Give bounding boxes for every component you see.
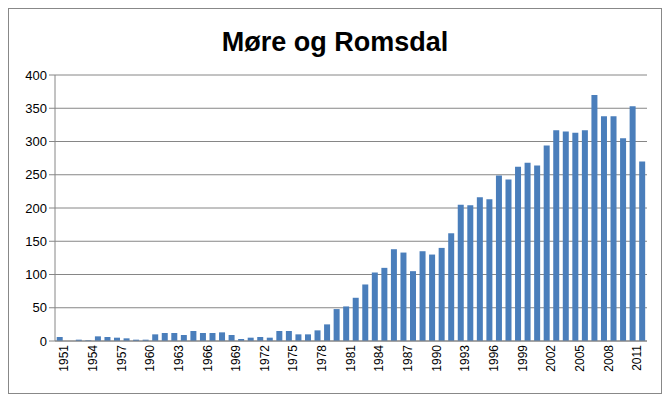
svg-text:2008: 2008 — [602, 345, 616, 372]
svg-text:2005: 2005 — [573, 345, 587, 372]
svg-text:1984: 1984 — [372, 345, 386, 372]
svg-text:400: 400 — [25, 69, 47, 83]
svg-text:1978: 1978 — [315, 345, 329, 372]
svg-text:200: 200 — [25, 201, 47, 216]
svg-text:350: 350 — [25, 101, 47, 116]
svg-text:1996: 1996 — [487, 345, 501, 372]
svg-text:150: 150 — [25, 234, 47, 249]
svg-text:1972: 1972 — [258, 345, 272, 372]
svg-text:250: 250 — [25, 167, 47, 182]
svg-text:100: 100 — [25, 267, 47, 282]
html-text:Møre og Romsdal: Møre og Romsdal — [221, 27, 449, 57]
svg-text:1957: 1957 — [115, 345, 129, 372]
svg-text:1990: 1990 — [430, 345, 444, 372]
svg-text:1993: 1993 — [458, 345, 472, 372]
svg-text:50: 50 — [33, 300, 47, 315]
svg-text:1954: 1954 — [86, 345, 100, 372]
svg-text:2002: 2002 — [544, 345, 558, 372]
svg-text:1951: 1951 — [57, 345, 71, 372]
svg-text:1981: 1981 — [344, 345, 358, 372]
svg-text:0: 0 — [40, 334, 47, 349]
svg-text:1987: 1987 — [401, 345, 415, 372]
svg-text:2011: 2011 — [630, 345, 644, 371]
svg-text:1999: 1999 — [516, 345, 530, 372]
svg-text:1960: 1960 — [143, 345, 157, 372]
svg-text:1966: 1966 — [201, 345, 215, 372]
svg-text:1963: 1963 — [172, 345, 186, 372]
svg-text:1975: 1975 — [286, 345, 300, 372]
svg-text:300: 300 — [25, 134, 47, 149]
svg-text:1969: 1969 — [229, 345, 243, 372]
